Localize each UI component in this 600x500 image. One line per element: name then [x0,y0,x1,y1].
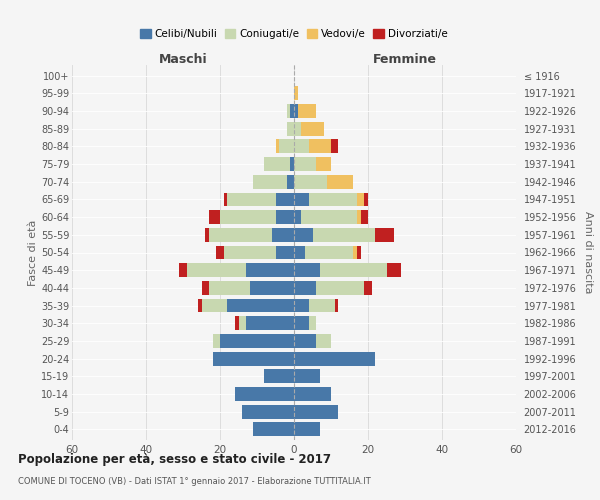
Bar [294,140,309,153]
Bar [294,298,309,312]
Bar [239,316,246,330]
Bar [364,192,368,206]
Bar [224,246,275,260]
Bar [265,370,294,383]
Y-axis label: Anni di nascita: Anni di nascita [583,211,593,294]
Bar [275,246,294,260]
Bar [294,122,301,136]
Legend: Celibi/Nubili, Coniugati/e, Vedovi/e, Divorziati/e: Celibi/Nubili, Coniugati/e, Vedovi/e, Di… [136,25,452,44]
Bar [294,210,301,224]
Y-axis label: Fasce di età: Fasce di età [28,220,38,286]
Bar [202,298,227,312]
Bar [235,316,239,330]
Bar [294,86,298,100]
Bar [301,210,357,224]
Bar [294,405,338,418]
Bar [298,104,316,118]
Text: COMUNE DI TOCENO (VB) - Dati ISTAT 1° gennaio 2017 - Elaborazione TUTTITALIA.IT: COMUNE DI TOCENO (VB) - Dati ISTAT 1° ge… [18,478,371,486]
Bar [272,228,294,241]
Bar [287,122,294,136]
Text: Femmine: Femmine [373,53,437,66]
Bar [294,192,309,206]
Bar [212,352,294,366]
Bar [294,387,331,401]
Bar [294,157,316,171]
Bar [301,122,323,136]
Bar [209,281,250,295]
Bar [294,316,309,330]
Bar [290,157,294,171]
Bar [202,281,209,295]
Bar [220,210,275,224]
Bar [294,175,328,188]
Bar [313,228,376,241]
Bar [357,246,361,260]
Bar [294,334,316,348]
Bar [290,104,294,118]
Bar [246,316,294,330]
Bar [235,387,294,401]
Bar [198,298,202,312]
Bar [224,192,227,206]
Bar [294,422,320,436]
Bar [179,264,187,277]
Bar [294,370,320,383]
Bar [279,140,294,153]
Bar [316,157,331,171]
Bar [331,140,338,153]
Bar [212,334,220,348]
Bar [357,192,364,206]
Text: Popolazione per età, sesso e stato civile - 2017: Popolazione per età, sesso e stato civil… [18,452,331,466]
Bar [227,192,275,206]
Bar [205,228,209,241]
Bar [316,281,364,295]
Bar [294,352,376,366]
Bar [294,281,316,295]
Bar [309,192,357,206]
Bar [209,210,220,224]
Bar [250,281,294,295]
Bar [309,316,316,330]
Bar [361,210,368,224]
Bar [209,228,272,241]
Bar [275,140,279,153]
Bar [294,104,298,118]
Bar [386,264,401,277]
Bar [316,334,331,348]
Text: Maschi: Maschi [158,53,208,66]
Bar [216,246,224,260]
Bar [294,228,313,241]
Bar [242,405,294,418]
Bar [275,192,294,206]
Bar [287,175,294,188]
Bar [305,246,353,260]
Bar [246,264,294,277]
Bar [265,157,290,171]
Bar [376,228,394,241]
Bar [227,298,294,312]
Bar [353,246,357,260]
Bar [309,298,335,312]
Bar [220,334,294,348]
Bar [294,246,305,260]
Bar [187,264,246,277]
Bar [328,175,353,188]
Bar [320,264,386,277]
Bar [364,281,372,295]
Bar [294,264,320,277]
Bar [335,298,338,312]
Bar [287,104,290,118]
Bar [309,140,331,153]
Bar [253,175,287,188]
Bar [275,210,294,224]
Bar [357,210,361,224]
Bar [253,422,294,436]
